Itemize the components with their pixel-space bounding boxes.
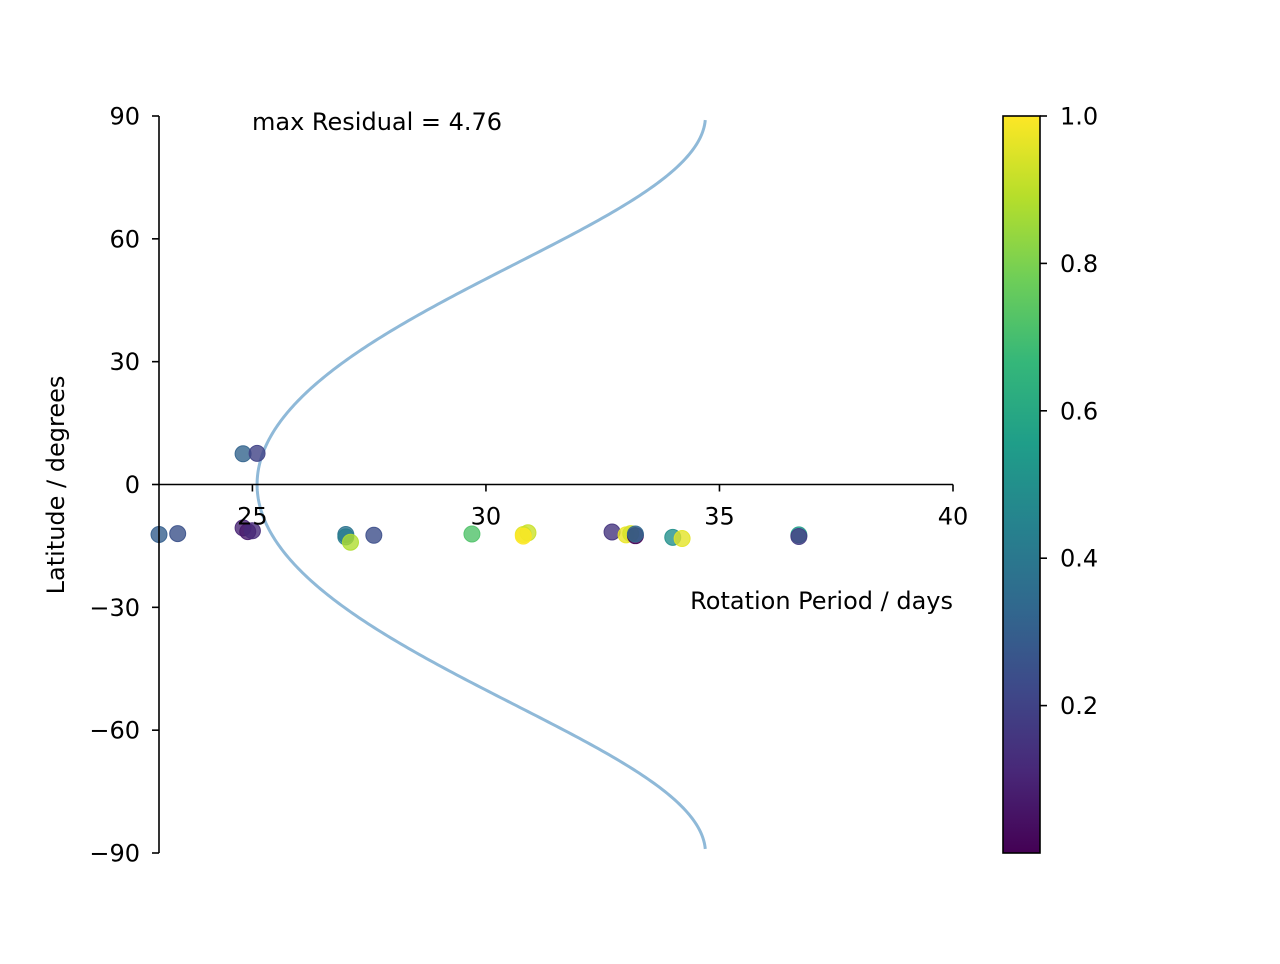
scatter-point — [243, 522, 261, 540]
scatter-point — [169, 525, 187, 543]
scatter-point — [248, 444, 266, 462]
colorbar-tick-label: 0.4 — [1060, 545, 1098, 573]
scatter-point — [341, 533, 359, 551]
colorbar-tick-label: 0.8 — [1060, 250, 1098, 278]
y-tick-label: −90 — [89, 840, 140, 868]
y-tick-label: 60 — [109, 225, 140, 253]
x-tick-label: 30 — [471, 503, 502, 531]
x-tick-label: 40 — [938, 503, 969, 531]
colorbar-tick-label: 0.2 — [1060, 692, 1098, 720]
scatter-point — [365, 526, 383, 544]
y-tick-label: −30 — [89, 594, 140, 622]
colorbar-tick-label: 1.0 — [1060, 103, 1098, 131]
max-residual-annotation: max Residual = 4.76 — [252, 108, 502, 136]
x-tick-label: 35 — [704, 503, 735, 531]
scatter-point — [790, 528, 808, 545]
y-tick-label: −60 — [89, 717, 140, 745]
scatter-point — [603, 523, 621, 541]
scatter-point — [673, 530, 691, 548]
plot-area — [150, 119, 808, 850]
y-axis-label: Latitude / degrees — [42, 376, 70, 595]
scatter-point — [463, 525, 481, 543]
x-tick-label: 25 — [237, 503, 268, 531]
scatter-point — [626, 525, 644, 543]
x-axis-label: Rotation Period / days — [690, 587, 953, 615]
colorbar-tick-label: 0.6 — [1060, 397, 1098, 425]
axes: 25 30 35 40 −90 −60 −30 0 30 60 90 — [89, 103, 968, 868]
colorbar-gradient — [1002, 115, 1041, 854]
y-tick-label: 30 — [109, 348, 140, 376]
colorbar: 0.2 0.4 0.6 0.8 1.0 — [1002, 103, 1098, 854]
y-tick-label: 90 — [109, 103, 140, 131]
y-tick-label: 0 — [125, 471, 140, 499]
scatter-point — [514, 527, 532, 545]
